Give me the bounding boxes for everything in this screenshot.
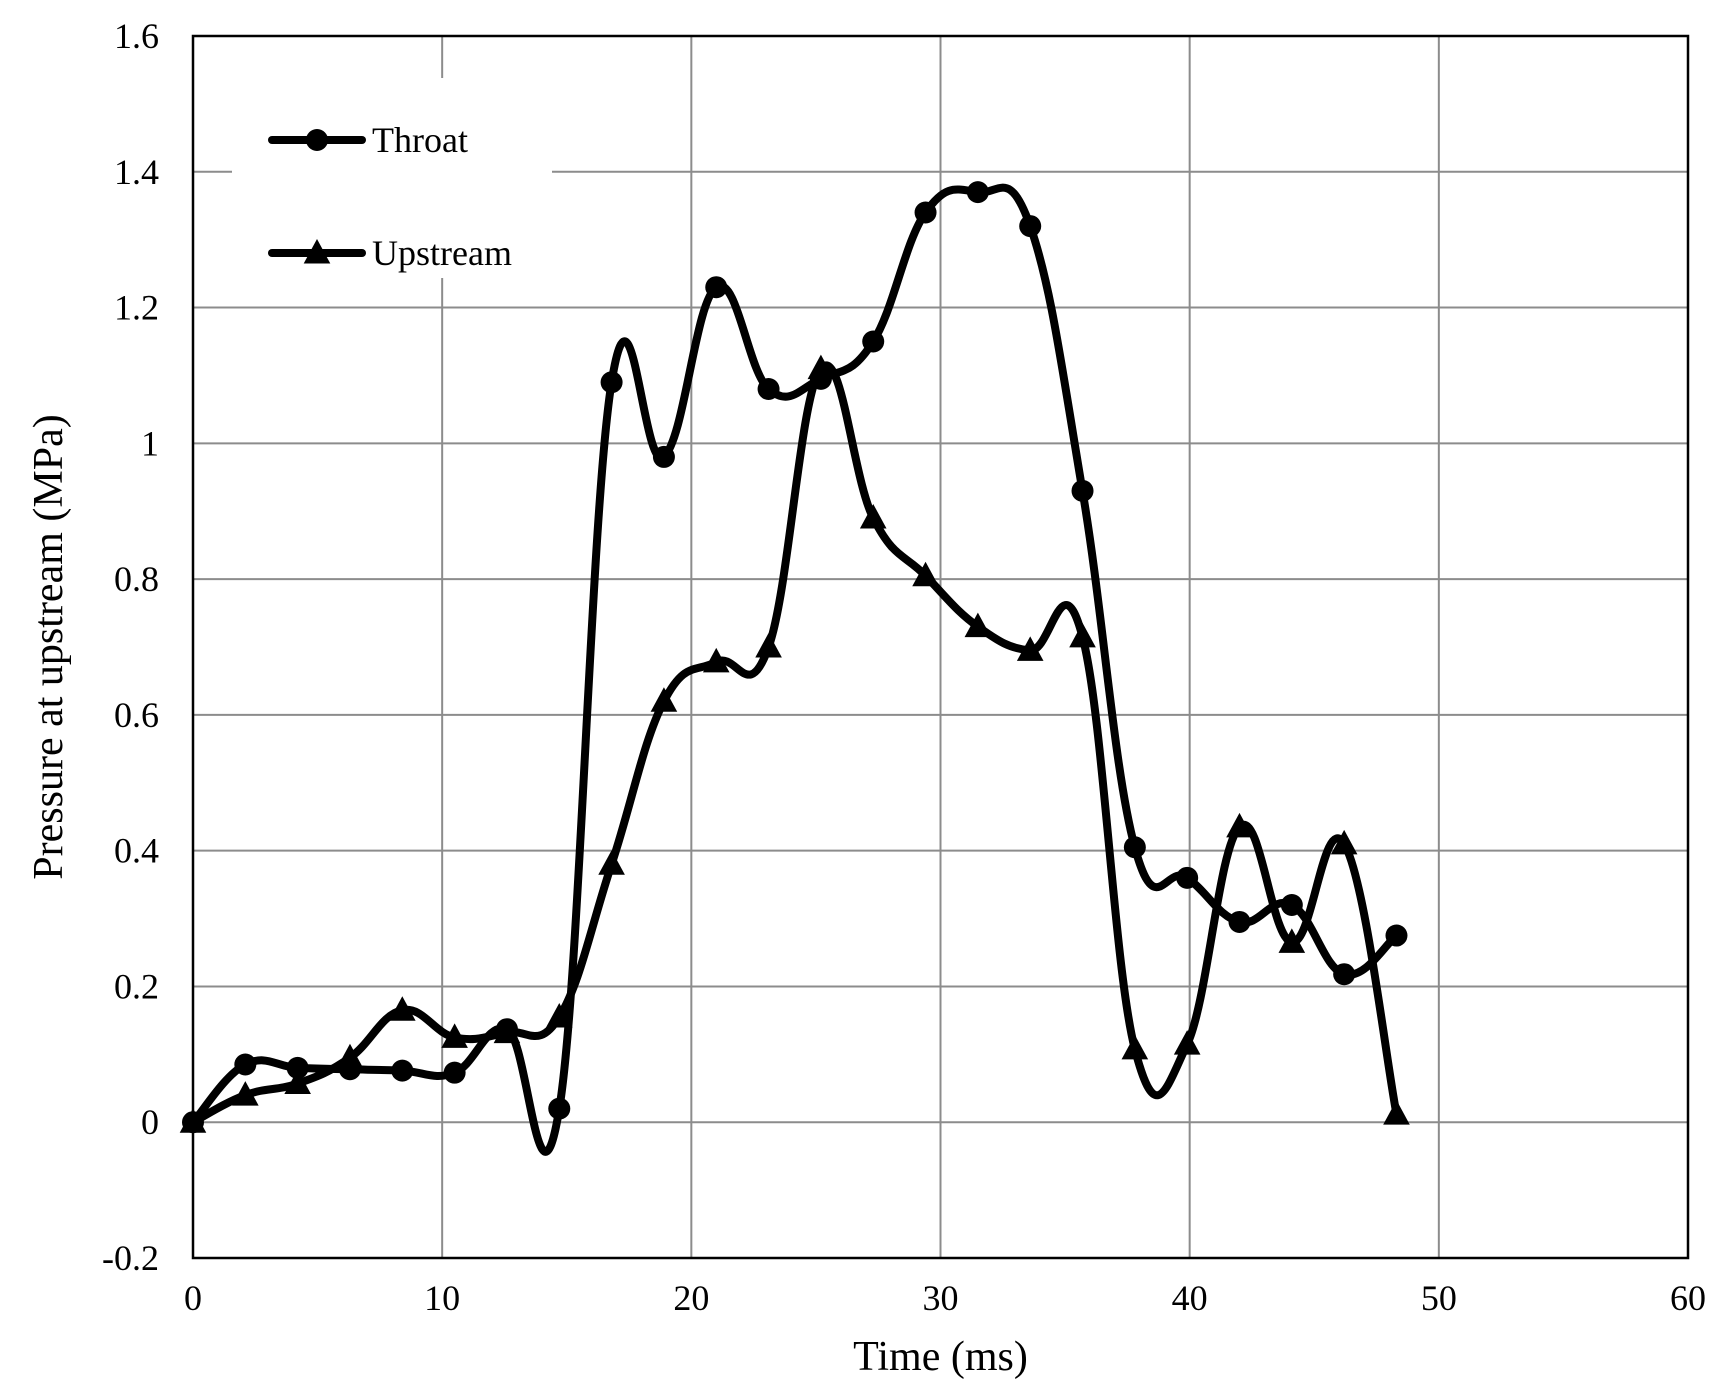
grid <box>193 36 1688 1258</box>
throat-data-point <box>1385 924 1408 947</box>
series-throat <box>182 181 1408 1156</box>
plot-area-frame <box>191 34 1690 1260</box>
series-upstream <box>179 354 1410 1133</box>
legend-label-throat: Throat <box>372 120 468 160</box>
x-tick-label: 60 <box>1670 1278 1706 1318</box>
y-tick-label: 1.2 <box>114 288 159 328</box>
upstream-data-point <box>1383 1100 1410 1125</box>
throat-data-point <box>966 181 989 204</box>
series-group <box>179 181 1410 1156</box>
x-axis-title: Time (ms) <box>853 1334 1028 1380</box>
throat-data-point <box>914 201 937 224</box>
legend-item-upstream: Upstream <box>268 233 512 273</box>
upstream-data-point <box>1173 1030 1201 1055</box>
upstream-data-point <box>702 647 730 673</box>
throat-data-point <box>391 1059 414 1082</box>
legend-label-upstream: Upstream <box>372 233 512 273</box>
series-line-upstream <box>189 361 1401 1127</box>
x-tick-label: 20 <box>673 1278 709 1318</box>
throat-data-point <box>1176 866 1199 889</box>
y-tick-label: 0.2 <box>114 966 159 1006</box>
upstream-data-point <box>284 1069 311 1095</box>
upstream-data-point <box>964 612 992 638</box>
x-tick-label: 50 <box>1421 1278 1457 1318</box>
throat-data-point <box>652 445 675 468</box>
legend-item-throat: Throat <box>268 120 468 160</box>
x-tick-label: 10 <box>424 1278 460 1318</box>
upstream-data-point <box>389 996 416 1021</box>
upstream-data-point <box>1278 928 1306 953</box>
legend-marker-upstream <box>303 239 331 264</box>
throat-data-point <box>757 378 780 401</box>
legend-marker-throat <box>306 129 328 151</box>
throat-data-point <box>705 276 728 299</box>
y-tick-label: -0.2 <box>102 1238 159 1278</box>
upstream-data-point <box>1330 829 1358 855</box>
upstream-data-point <box>912 561 939 587</box>
y-tick-label: 1 <box>141 423 159 463</box>
upstream-data-point <box>232 1081 259 1106</box>
throat-data-point <box>548 1097 571 1120</box>
tick-labels: 0 10 20 30 40 50 60 -0.2 0 0.2 0.4 0.6 0.8 1 1.2 1.4 1.6 <box>102 16 1706 1318</box>
upstream-data-point <box>545 1002 573 1028</box>
y-tick-label: 0.4 <box>114 831 159 871</box>
x-tick-label: 40 <box>1172 1278 1208 1318</box>
legend-background <box>232 78 552 278</box>
legend: Throat Upstream <box>232 78 552 278</box>
x-tick-label: 0 <box>184 1278 202 1318</box>
upstream-data-point <box>859 504 887 529</box>
throat-data-point <box>862 330 885 353</box>
upstream-data-point <box>179 1108 207 1133</box>
upstream-data-point <box>336 1043 364 1069</box>
series-line-throat <box>189 183 1401 1156</box>
y-tick-label: 1.4 <box>114 152 159 192</box>
throat-data-point <box>1019 215 1042 238</box>
throat-data-point <box>600 371 623 394</box>
y-tick-label: 0.8 <box>114 559 159 599</box>
upstream-data-point <box>1016 636 1044 661</box>
throat-data-point <box>1280 893 1303 916</box>
y-axis-title: Pressure at upstream (MPa) <box>26 414 72 879</box>
throat-data-point <box>1071 479 1094 502</box>
throat-data-point <box>234 1053 257 1076</box>
throat-data-point <box>1228 910 1251 933</box>
throat-data-point <box>286 1056 309 1079</box>
y-tick-label: 0.6 <box>114 695 159 735</box>
upstream-data-point <box>1121 1034 1149 1060</box>
x-tick-label: 30 <box>923 1278 959 1318</box>
y-tick-label: 1.6 <box>114 16 159 56</box>
y-tick-label: 0 <box>141 1102 159 1142</box>
upstream-data-point <box>650 687 678 712</box>
upstream-data-point <box>493 1018 521 1044</box>
upstream-data-point <box>807 354 835 380</box>
upstream-data-point <box>1226 812 1253 838</box>
upstream-data-point <box>755 633 782 658</box>
throat-data-point <box>1333 963 1356 986</box>
throat-data-point <box>443 1061 466 1084</box>
upstream-data-point <box>441 1023 468 1048</box>
upstream-data-point <box>1069 622 1096 648</box>
upstream-data-point <box>598 850 625 875</box>
throat-data-point <box>1123 836 1146 859</box>
